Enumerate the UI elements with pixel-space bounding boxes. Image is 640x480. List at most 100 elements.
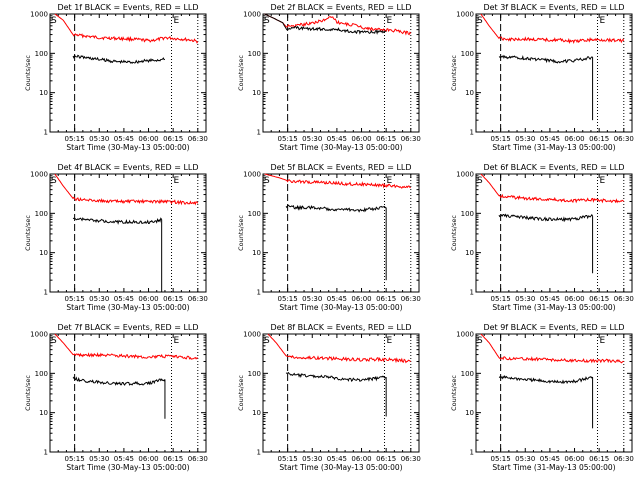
y-tick-label: 10 bbox=[252, 89, 261, 97]
y-tick-label: 10 bbox=[39, 249, 48, 257]
y-tick-label: 10 bbox=[39, 409, 48, 417]
x-tick-label: 06:30 bbox=[614, 455, 634, 463]
y-tick-label: 1 bbox=[257, 129, 261, 137]
x-tick-label: 05:30 bbox=[302, 295, 322, 303]
x-tick-label: 06:15 bbox=[589, 135, 609, 143]
start-marker-label: S bbox=[264, 176, 270, 186]
end-marker-label: E bbox=[387, 16, 393, 26]
series-lld-red bbox=[480, 173, 625, 204]
plot-frame bbox=[262, 13, 420, 133]
y-tick-label: 1000 bbox=[456, 331, 474, 339]
x-axis-label: Start Time (31-May-13 05:00:00) bbox=[492, 143, 615, 152]
y-tick-label: 1000 bbox=[243, 171, 261, 179]
end-marker-label: E bbox=[600, 16, 606, 26]
y-tick-label: 1 bbox=[257, 449, 261, 457]
series-events-black bbox=[264, 13, 387, 35]
plot-frame bbox=[262, 333, 420, 453]
panel-det-7f: Det 7f BLACK = Events, RED = LLD 1 10 100 10… bbox=[24, 323, 208, 472]
start-marker-label: S bbox=[264, 336, 270, 346]
series-lld-red bbox=[54, 333, 199, 360]
y-tick-label: 10 bbox=[465, 89, 474, 97]
panel-det-8f: Det 8f BLACK = Events, RED = LLD 1 10 100 10… bbox=[237, 323, 421, 472]
x-tick-label: 05:30 bbox=[89, 295, 109, 303]
y-axis-label: Counts/sec bbox=[450, 215, 458, 251]
x-tick-label: 06:15 bbox=[589, 455, 609, 463]
y-tick-label: 1 bbox=[44, 449, 48, 457]
x-tick-label: 06:30 bbox=[401, 295, 421, 303]
x-axis-label: Start Time (31-May-13 05:00:00) bbox=[492, 303, 615, 312]
y-tick-label: 1000 bbox=[30, 331, 48, 339]
x-tick-label: 05:30 bbox=[302, 455, 322, 463]
x-axis-label: Start Time (30-May-13 05:00:00) bbox=[66, 303, 189, 312]
y-axis-label: Counts/sec bbox=[450, 375, 458, 411]
series-events-black bbox=[285, 204, 387, 213]
panel-det-4f: Det 4f BLACK = Events, RED = LLD 1 10 100 10… bbox=[24, 163, 208, 312]
y-tick-label: 10 bbox=[252, 409, 261, 417]
start-marker-label: S bbox=[51, 336, 57, 346]
end-marker-label: E bbox=[600, 176, 606, 186]
y-tick-label: 10 bbox=[252, 249, 261, 257]
x-tick-label: 05:30 bbox=[89, 135, 109, 143]
y-tick-label: 100 bbox=[248, 50, 261, 58]
panel-title: Det 5f BLACK = Events, RED = LLD bbox=[270, 163, 411, 172]
y-tick-label: 1000 bbox=[243, 331, 261, 339]
x-tick-label: 05:15 bbox=[278, 455, 298, 463]
x-tick-label: 06:00 bbox=[564, 455, 584, 463]
x-axis-label: Start Time (30-May-13 05:00:00) bbox=[279, 303, 402, 312]
x-tick-label: 05:45 bbox=[114, 295, 134, 303]
x-tick-label: 05:30 bbox=[515, 295, 535, 303]
end-marker-label: E bbox=[387, 176, 393, 186]
x-tick-label: 06:00 bbox=[351, 135, 371, 143]
x-tick-label: 05:45 bbox=[114, 135, 134, 143]
series-events-black bbox=[498, 375, 593, 385]
y-tick-label: 100 bbox=[248, 370, 261, 378]
series-lld-red bbox=[264, 13, 412, 36]
x-tick-label: 05:30 bbox=[515, 455, 535, 463]
series-events-black bbox=[72, 54, 166, 65]
end-marker-label: E bbox=[174, 176, 180, 186]
x-tick-label: 06:30 bbox=[188, 135, 208, 143]
x-tick-label: 06:30 bbox=[401, 135, 421, 143]
series-lld-red bbox=[267, 333, 412, 364]
panel-title: Det 9f BLACK = Events, RED = LLD bbox=[483, 323, 624, 332]
x-tick-label: 05:45 bbox=[114, 455, 134, 463]
y-tick-label: 100 bbox=[35, 370, 48, 378]
panel-det-2f: Det 2f BLACK = Events, RED = LLD 1 10 100 10… bbox=[237, 3, 421, 152]
end-marker-label: E bbox=[387, 336, 393, 346]
x-tick-label: 05:30 bbox=[515, 135, 535, 143]
x-tick-label: 06:30 bbox=[614, 135, 634, 143]
x-tick-label: 06:15 bbox=[376, 135, 396, 143]
y-axis-label: Counts/sec bbox=[24, 215, 32, 251]
y-tick-label: 100 bbox=[461, 370, 474, 378]
x-tick-label: 05:45 bbox=[540, 455, 560, 463]
x-tick-label: 05:45 bbox=[327, 295, 347, 303]
x-tick-label: 06:00 bbox=[351, 295, 371, 303]
x-tick-label: 06:15 bbox=[376, 455, 396, 463]
start-marker-label: S bbox=[51, 176, 57, 186]
x-tick-label: 05:15 bbox=[65, 295, 85, 303]
y-tick-label: 1 bbox=[470, 449, 474, 457]
plot-frame bbox=[49, 333, 207, 453]
panel-title: Det 7f BLACK = Events, RED = LLD bbox=[57, 323, 198, 332]
plot-frame bbox=[49, 13, 207, 133]
start-marker-label: S bbox=[477, 16, 483, 26]
x-tick-label: 06:30 bbox=[614, 295, 634, 303]
x-tick-label: 06:00 bbox=[138, 295, 158, 303]
y-tick-label: 1000 bbox=[30, 171, 48, 179]
x-tick-label: 05:45 bbox=[327, 455, 347, 463]
panel-title: Det 2f BLACK = Events, RED = LLD bbox=[270, 3, 411, 12]
x-tick-label: 05:30 bbox=[302, 135, 322, 143]
x-tick-label: 06:00 bbox=[138, 455, 158, 463]
series-events-black bbox=[498, 54, 593, 64]
panel-title: Det 8f BLACK = Events, RED = LLD bbox=[270, 323, 411, 332]
series-events-black bbox=[72, 217, 163, 225]
y-tick-label: 100 bbox=[35, 50, 48, 58]
y-axis-label: Counts/sec bbox=[237, 375, 245, 411]
plot-frame bbox=[475, 333, 633, 453]
y-tick-label: 1 bbox=[470, 129, 474, 137]
x-tick-label: 06:00 bbox=[138, 135, 158, 143]
end-marker-label: E bbox=[600, 336, 606, 346]
x-tick-label: 06:00 bbox=[564, 135, 584, 143]
x-tick-label: 05:45 bbox=[327, 135, 347, 143]
